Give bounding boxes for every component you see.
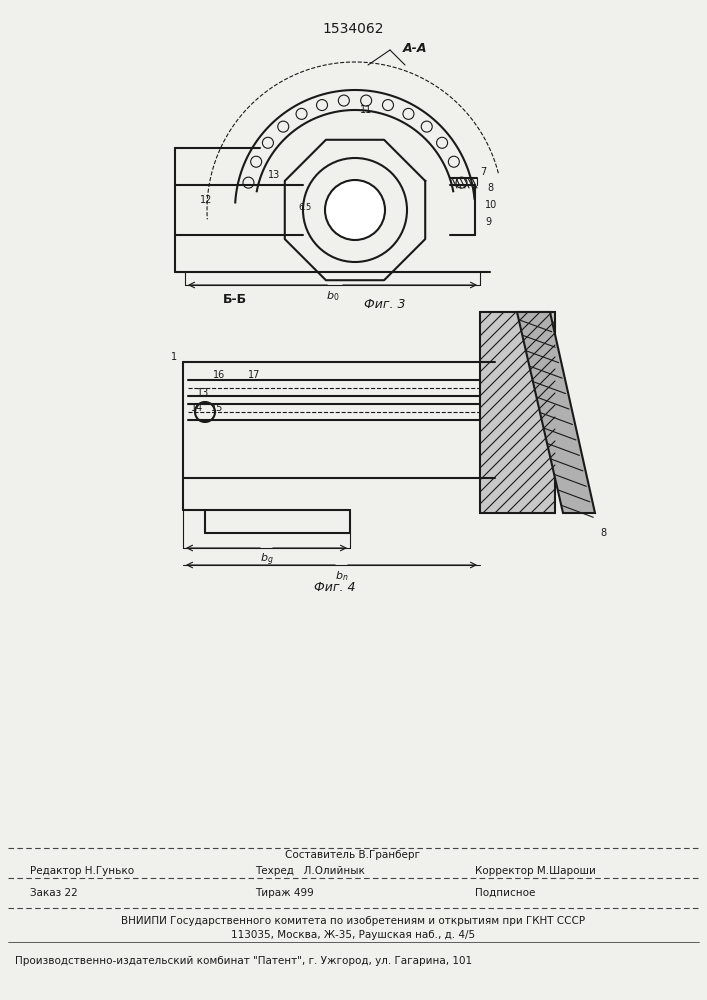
Text: 9: 9 <box>485 217 491 227</box>
Text: 8: 8 <box>600 528 606 538</box>
Text: 8: 8 <box>487 183 493 193</box>
Text: 13: 13 <box>268 170 280 180</box>
Text: Б-Б: Б-Б <box>223 293 247 306</box>
Text: Корректор М.Шароши: Корректор М.Шароши <box>475 866 596 876</box>
Text: 13: 13 <box>197 388 209 398</box>
Text: 6.5: 6.5 <box>298 202 312 212</box>
Text: $b_0$: $b_0$ <box>327 289 340 303</box>
Text: Подписное: Подписное <box>475 888 535 898</box>
Text: 113035, Москва, Ж-35, Раушская наб., д. 4/5: 113035, Москва, Ж-35, Раушская наб., д. … <box>231 930 475 940</box>
Polygon shape <box>517 312 595 513</box>
Text: 17: 17 <box>248 370 260 380</box>
Text: Тираж 499: Тираж 499 <box>255 888 314 898</box>
Bar <box>480 312 555 513</box>
Text: $b_g$: $b_g$ <box>260 552 274 568</box>
Text: 14: 14 <box>191 403 203 413</box>
Text: 10: 10 <box>485 200 497 210</box>
Text: 1: 1 <box>171 352 177 362</box>
Text: Заказ 22: Заказ 22 <box>30 888 78 898</box>
Text: 1534062: 1534062 <box>322 22 384 36</box>
Text: 15: 15 <box>211 403 223 413</box>
Text: 12: 12 <box>200 195 212 205</box>
Text: 16: 16 <box>213 370 226 380</box>
Text: 11: 11 <box>360 105 373 115</box>
Text: $b_n$: $b_n$ <box>335 569 349 583</box>
Text: 7: 7 <box>480 167 486 177</box>
Text: Фиг. 3: Фиг. 3 <box>364 298 406 311</box>
Text: Фиг. 4: Фиг. 4 <box>314 581 356 594</box>
Text: А-А: А-А <box>403 42 427 55</box>
Text: Редактор Н.Гунько: Редактор Н.Гунько <box>30 866 134 876</box>
Circle shape <box>325 180 385 240</box>
Text: Техред   Л.Олийнык: Техред Л.Олийнык <box>255 866 365 876</box>
Text: Составитель В.Гранберг: Составитель В.Гранберг <box>286 850 421 860</box>
Text: Производственно-издательский комбинат "Патент", г. Ужгород, ул. Гагарина, 101: Производственно-издательский комбинат "П… <box>15 956 472 966</box>
Text: ВНИИПИ Государственного комитета по изобретениям и открытиям при ГКНТ СССР: ВНИИПИ Государственного комитета по изоб… <box>121 916 585 926</box>
